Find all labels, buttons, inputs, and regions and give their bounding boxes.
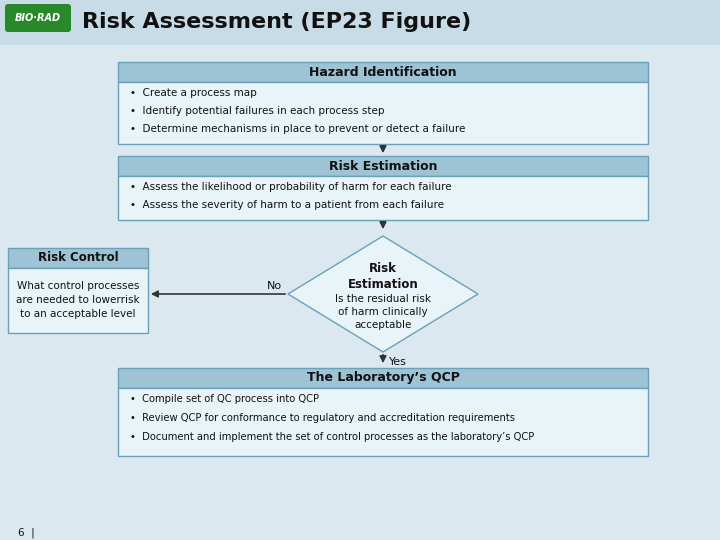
Bar xyxy=(0,0,720,45)
Text: •  Review QCP for conformance to regulatory and accreditation requirements: • Review QCP for conformance to regulato… xyxy=(130,413,515,423)
Text: •  Document and implement the set of control processes as the laboratory’s QCP: • Document and implement the set of cont… xyxy=(130,432,534,442)
Text: BIO·RAD: BIO·RAD xyxy=(15,13,61,23)
Text: •  Compile set of QC process into QCP: • Compile set of QC process into QCP xyxy=(130,394,319,404)
Text: No: No xyxy=(267,281,282,291)
FancyBboxPatch shape xyxy=(5,4,71,32)
Text: •  Create a process map: • Create a process map xyxy=(130,88,257,98)
Bar xyxy=(118,82,648,144)
Text: •  Determine mechanisms in place to prevent or detect a failure: • Determine mechanisms in place to preve… xyxy=(130,124,465,134)
Text: Risk Estimation: Risk Estimation xyxy=(329,159,437,172)
Bar xyxy=(118,176,648,220)
Polygon shape xyxy=(288,236,478,352)
Text: Hazard Identification: Hazard Identification xyxy=(309,65,456,78)
Text: •  Identify potential failures in each process step: • Identify potential failures in each pr… xyxy=(130,106,384,116)
Text: Risk
Estimation: Risk Estimation xyxy=(348,261,418,291)
Bar xyxy=(118,388,648,456)
Text: The Laboratory’s QCP: The Laboratory’s QCP xyxy=(307,372,459,384)
Text: What control processes
are needed to lowerrisk
to an acceptable level: What control processes are needed to low… xyxy=(16,281,140,319)
Text: Risk Control: Risk Control xyxy=(37,251,118,264)
Bar xyxy=(118,368,648,388)
Bar xyxy=(118,156,648,176)
Bar xyxy=(8,247,148,267)
Text: Yes: Yes xyxy=(389,357,407,367)
Text: •  Assess the likelihood or probability of harm for each failure: • Assess the likelihood or probability o… xyxy=(130,182,451,192)
Text: 6  |: 6 | xyxy=(18,528,35,538)
Bar xyxy=(8,267,148,333)
Bar xyxy=(118,62,648,82)
Text: Is the residual risk
of harm clinically
acceptable: Is the residual risk of harm clinically … xyxy=(335,294,431,330)
Text: Risk Assessment (EP23 Figure): Risk Assessment (EP23 Figure) xyxy=(82,12,472,32)
Text: •  Assess the severity of harm to a patient from each failure: • Assess the severity of harm to a patie… xyxy=(130,200,444,210)
